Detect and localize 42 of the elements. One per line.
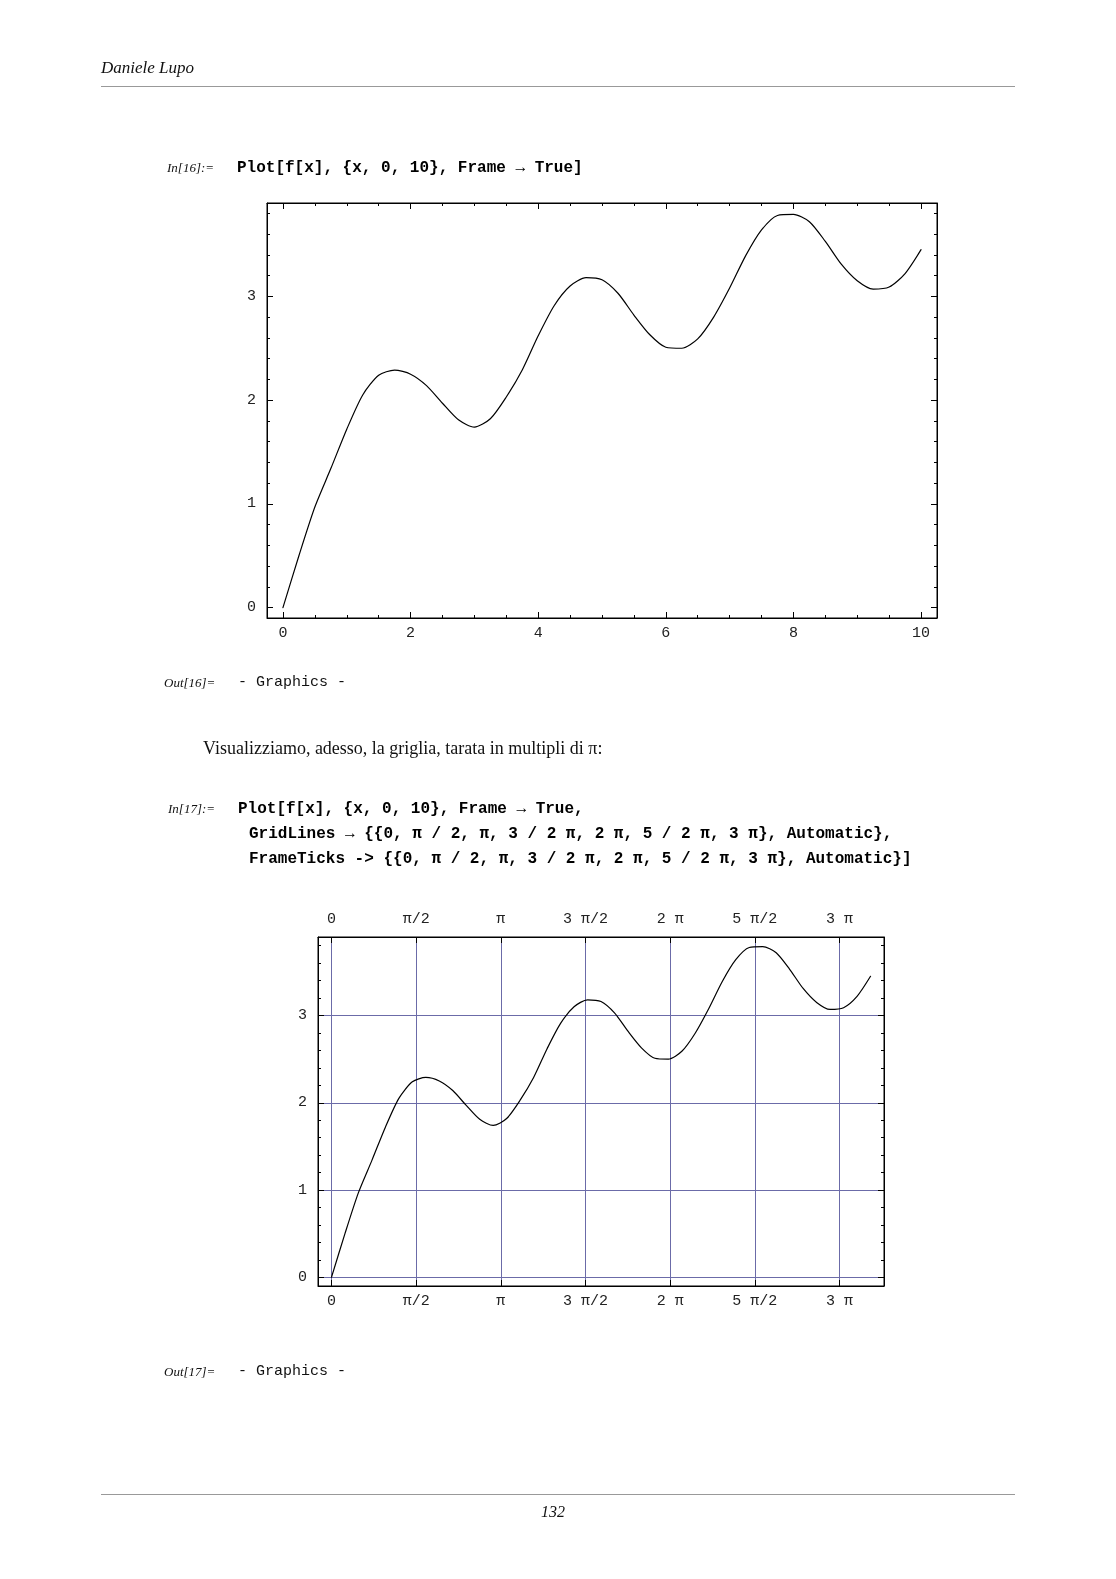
x-tick-label: 8: [788, 625, 798, 642]
y-tick-label: 1: [297, 1181, 307, 1199]
x2-tick-label: 0: [326, 911, 336, 928]
text: - Graphics -: [238, 1363, 347, 1381]
x-tick-label: π/2: [402, 1293, 430, 1310]
x-tick-label: π: [496, 1293, 506, 1310]
y-tick-label: 3: [297, 1007, 307, 1025]
x2-tick-label: 2 π: [656, 911, 684, 928]
text: GridLines → {{0, π / 2, π, 3 / 2 π, 2 π, 5 / 2 π, 3 π}, Automatic},: [249, 824, 893, 844]
text: In[16]:=: [167, 159, 215, 176]
text: FrameTicks -> {{0, π / 2, π, 3 / 2 π, 2 π, 5 / 2 π, 3 π}, Automatic}]: [249, 849, 912, 869]
x-tick-label: 0: [326, 1293, 336, 1310]
text: - Graphics -: [238, 674, 347, 692]
x-tick-label: 6: [661, 625, 671, 642]
y-tick-label: 0: [297, 1268, 307, 1286]
y-tick-label: 0: [246, 599, 256, 617]
text: Out[17]=: [164, 1363, 216, 1380]
x-tick-label: 2: [406, 625, 416, 642]
y-tick-label: 2: [246, 391, 256, 409]
x-tick-label: 0: [278, 625, 288, 642]
text: 132: [541, 1502, 565, 1522]
x2-tick-label: π/2: [402, 911, 430, 928]
y-tick-label: 1: [246, 495, 256, 513]
line-series: [282, 213, 922, 609]
x-tick-label: 3 π: [826, 1293, 854, 1310]
x-tick-label: 4: [533, 625, 543, 642]
x-tick-label: 5 π/2: [732, 1293, 778, 1310]
text: Visualizziamo, adesso, la griglia, tarata in multipli di π:: [203, 737, 603, 759]
text: Plot[f[x], {x, 0, 10}, Frame → True]: [237, 158, 583, 178]
x2-tick-label: 3 π: [826, 911, 854, 928]
x-tick-label: 2 π: [656, 1293, 684, 1310]
text: In[17]:=: [168, 800, 216, 817]
y-tick-label: 3: [246, 287, 256, 305]
text: Out[16]=: [164, 674, 216, 691]
x-tick-label: 10: [912, 625, 931, 642]
x2-tick-label: 5 π/2: [732, 911, 778, 928]
x-tick-label: 3 π/2: [562, 1293, 608, 1310]
text: Plot[f[x], {x, 0, 10}, Frame → True,: [238, 799, 584, 819]
x2-tick-label: π: [496, 911, 506, 928]
x2-tick-label: 3 π/2: [562, 911, 608, 928]
text: Daniele Lupo: [101, 58, 195, 78]
y-tick-label: 2: [297, 1094, 307, 1112]
